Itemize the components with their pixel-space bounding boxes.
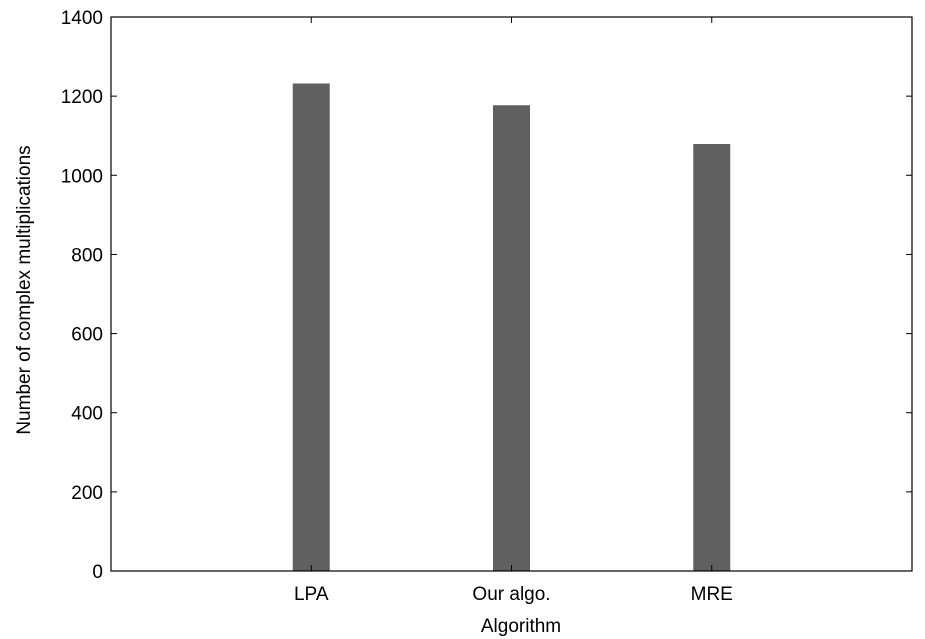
plot-area: 0 200 400 600 800 1000 1200 1400 LPA Our algo. MRE: [61, 8, 913, 605]
y-tick-label: 200: [71, 483, 103, 504]
y-tick-label: 1400: [61, 8, 103, 29]
y-tick-label: 1200: [61, 87, 103, 108]
x-axis-label: Algorithm: [481, 616, 561, 637]
y-tick-label: 800: [71, 245, 103, 266]
x-tick-label: Our algo.: [472, 584, 550, 605]
bar-mre: [693, 144, 731, 571]
bar-our-algo: [493, 105, 530, 571]
x-tick-label: LPA: [294, 584, 329, 605]
y-tick-label: 600: [71, 325, 103, 346]
x-tick-label: MRE: [691, 584, 733, 605]
y-axis-label: Number of complex multiplications: [14, 145, 35, 434]
y-tick-label: 400: [71, 404, 103, 425]
y-tick-label: 0: [92, 562, 103, 583]
y-tick-label: 1000: [61, 166, 103, 187]
bar-lpa: [292, 83, 330, 571]
